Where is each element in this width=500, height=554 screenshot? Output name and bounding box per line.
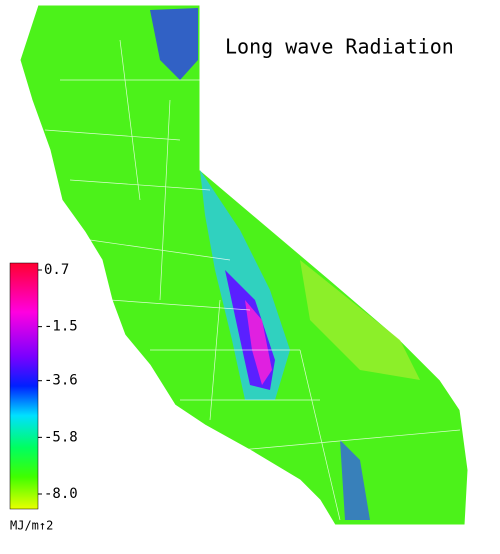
color-bar-tick-label: 0.7 xyxy=(44,262,69,278)
color-bar xyxy=(9,262,39,510)
california-map xyxy=(19,4,469,526)
color-bar-tick-label: -1.5 xyxy=(44,319,78,335)
color-bar-unit: MJ/m↑2 xyxy=(10,519,53,533)
map-title: Long wave Radiation xyxy=(225,35,454,59)
color-bar-tick-label: -8.0 xyxy=(44,486,78,502)
color-bar-tick-label: -3.6 xyxy=(44,373,78,389)
color-bar-tick-label: -5.8 xyxy=(44,429,78,445)
